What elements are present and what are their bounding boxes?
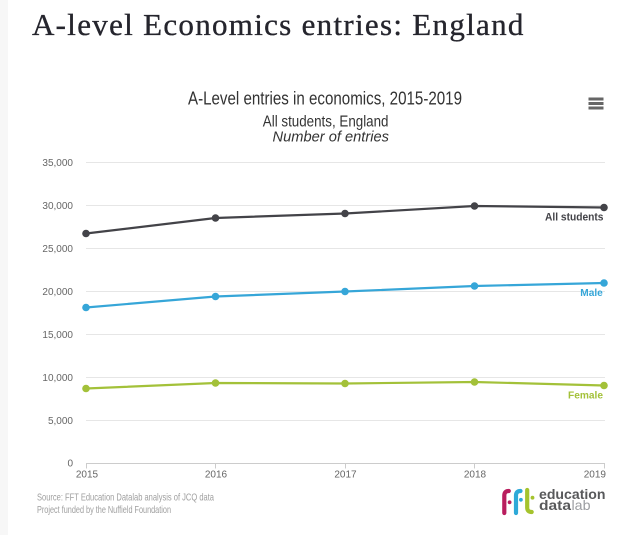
svg-text:20,000: 20,000: [42, 287, 73, 298]
svg-text:2019: 2019: [584, 470, 607, 481]
svg-text:2015: 2015: [76, 470, 99, 481]
svg-text:All students, England: All students, England: [263, 114, 389, 131]
svg-text:0: 0: [67, 459, 73, 470]
svg-text:2017: 2017: [334, 470, 357, 481]
svg-text:5,000: 5,000: [48, 416, 73, 427]
svg-text:education: education: [539, 486, 606, 502]
svg-text:data: data: [539, 497, 571, 513]
svg-text:Male: Male: [580, 287, 603, 299]
svg-text:A-Level entries in economics,: A-Level entries in economics, 2015-2019: [188, 89, 462, 109]
svg-text:10,000: 10,000: [42, 373, 73, 384]
svg-text:2018: 2018: [464, 470, 487, 481]
svg-text:25,000: 25,000: [42, 244, 73, 255]
svg-text:Project funded by the Nuffield: Project funded by the Nuffield Foundatio…: [37, 504, 171, 516]
svg-text:All students: All students: [545, 212, 604, 224]
svg-text:30,000: 30,000: [42, 201, 73, 212]
svg-text:Number of entries: Number of entries: [273, 129, 390, 146]
svg-text:Female: Female: [568, 389, 603, 401]
svg-text:15,000: 15,000: [42, 330, 73, 341]
svg-text:35,000: 35,000: [42, 158, 73, 169]
svg-text:lab: lab: [572, 497, 591, 513]
svg-text:Source: FFT Education Datalab: Source: FFT Education Datalab analysis o…: [37, 492, 214, 504]
svg-text:2016: 2016: [205, 470, 228, 481]
